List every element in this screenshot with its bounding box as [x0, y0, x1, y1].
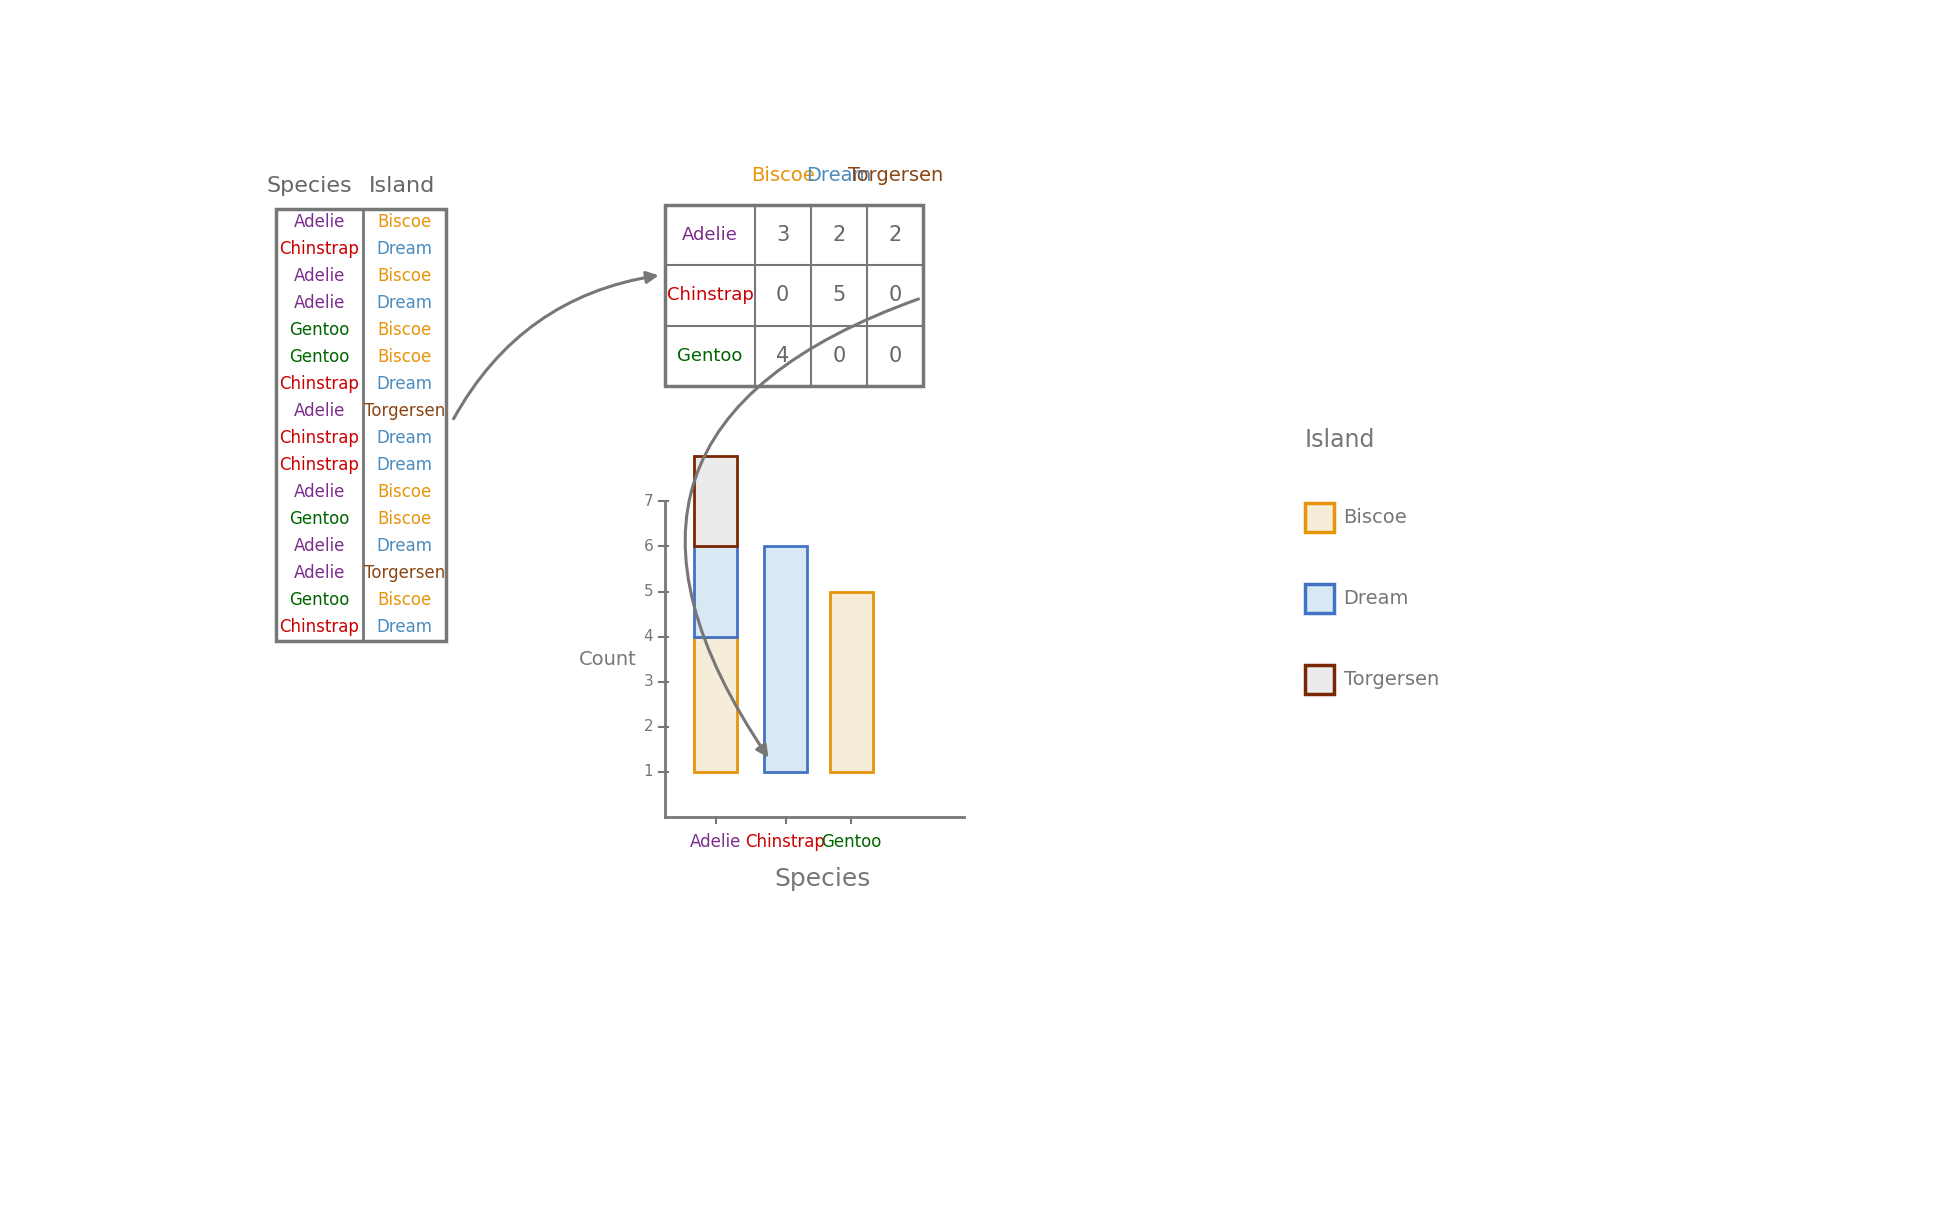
Text: Chinstrap: Chinstrap	[667, 287, 754, 304]
Bar	[1304, 503, 1334, 532]
Text: Adelie: Adelie	[294, 402, 344, 421]
Text: Gentoo: Gentoo	[290, 321, 350, 340]
Text: Adelie: Adelie	[294, 483, 344, 501]
Text: Count: Count	[579, 650, 636, 668]
Text: Chinstrap: Chinstrap	[280, 456, 360, 474]
Text: Torgersen: Torgersen	[1343, 669, 1439, 689]
Text: Adelie: Adelie	[294, 267, 344, 286]
Text: 7: 7	[643, 494, 653, 509]
Text: Adelie: Adelie	[294, 213, 344, 232]
Text: Adelie: Adelie	[294, 537, 344, 555]
Text: 4: 4	[643, 629, 653, 644]
Bar	[694, 636, 737, 772]
Bar	[764, 547, 807, 772]
Text: Biscoe: Biscoe	[377, 591, 432, 609]
Text: 5: 5	[643, 584, 653, 600]
Text: Torgersen: Torgersen	[848, 166, 943, 185]
Text: Chinstrap: Chinstrap	[746, 832, 826, 851]
Bar	[665, 205, 923, 386]
Text: 3: 3	[643, 674, 653, 689]
Text: Biscoe: Biscoe	[377, 510, 432, 528]
Text: 2: 2	[832, 226, 846, 245]
Text: 5: 5	[832, 286, 846, 305]
Text: Dream: Dream	[377, 456, 434, 474]
Text: Island: Island	[369, 177, 435, 196]
Text: 2: 2	[888, 226, 902, 245]
Text: Biscoe: Biscoe	[750, 166, 815, 185]
Text: Gentoo: Gentoo	[677, 347, 743, 364]
Text: Biscoe: Biscoe	[1343, 508, 1407, 527]
Text: Biscoe: Biscoe	[377, 321, 432, 340]
Text: Dream: Dream	[377, 375, 434, 394]
Text: Chinstrap: Chinstrap	[280, 618, 360, 636]
Bar	[276, 208, 445, 641]
Text: Adelie: Adelie	[294, 564, 344, 582]
Text: Torgersen: Torgersen	[364, 402, 445, 421]
Text: 0: 0	[888, 346, 902, 365]
Text: Chinstrap: Chinstrap	[280, 429, 360, 447]
Text: Dream: Dream	[807, 166, 871, 185]
Text: Adelie: Adelie	[294, 294, 344, 313]
Text: Adelie: Adelie	[690, 832, 741, 851]
Text: 3: 3	[776, 226, 789, 245]
Text: Gentoo: Gentoo	[820, 832, 881, 851]
Text: Dream: Dream	[377, 429, 434, 447]
Text: Gentoo: Gentoo	[290, 348, 350, 367]
Text: Gentoo: Gentoo	[290, 510, 350, 528]
Bar	[830, 591, 873, 772]
Text: 6: 6	[643, 539, 653, 554]
Bar	[694, 456, 737, 547]
Text: 0: 0	[832, 346, 846, 365]
Text: Dream: Dream	[377, 294, 434, 313]
Text: Biscoe: Biscoe	[377, 348, 432, 367]
Text: Dream: Dream	[377, 618, 434, 636]
Text: Gentoo: Gentoo	[290, 591, 350, 609]
Text: Island: Island	[1304, 429, 1374, 452]
Text: 0: 0	[888, 286, 902, 305]
Text: Species: Species	[774, 867, 871, 890]
Text: Adelie: Adelie	[682, 226, 739, 244]
Text: Species: Species	[266, 177, 352, 196]
Text: Torgersen: Torgersen	[364, 564, 445, 582]
Text: 0: 0	[776, 286, 789, 305]
Text: Dream: Dream	[377, 537, 434, 555]
Text: 1: 1	[643, 765, 653, 780]
Text: Chinstrap: Chinstrap	[280, 375, 360, 394]
Bar	[1304, 584, 1334, 613]
Bar	[694, 547, 737, 636]
Bar	[1304, 664, 1334, 694]
Text: 2: 2	[643, 720, 653, 734]
Text: Chinstrap: Chinstrap	[280, 240, 360, 259]
Text: Dream: Dream	[1343, 588, 1409, 608]
Text: Biscoe: Biscoe	[377, 483, 432, 501]
Text: Biscoe: Biscoe	[377, 267, 432, 286]
Text: 4: 4	[776, 346, 789, 365]
Text: Dream: Dream	[377, 240, 434, 259]
Text: Biscoe: Biscoe	[377, 213, 432, 232]
